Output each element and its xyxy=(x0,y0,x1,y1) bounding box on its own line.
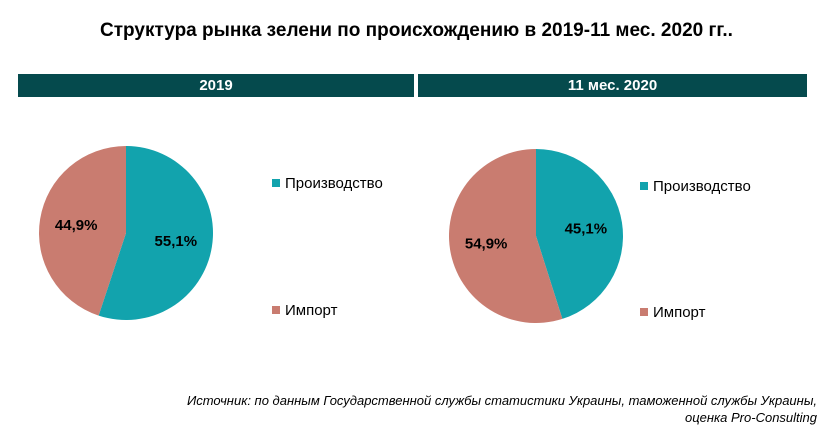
legend-label-production: Производство xyxy=(653,178,751,195)
legend-item-import-2019: Импорт xyxy=(272,302,337,319)
legend-label-production: Производство xyxy=(285,175,383,192)
pie-slice-import xyxy=(449,149,563,323)
data-label-production: 45,1% xyxy=(565,220,608,237)
legend-swatch-import xyxy=(640,308,648,317)
pie-chart-2019: 55,1% 44,9% xyxy=(39,146,214,320)
legend-label-import: Импорт xyxy=(653,304,706,321)
data-label-production: 55,1% xyxy=(155,233,198,250)
pie-slice-production xyxy=(536,149,623,319)
pie-slice-production xyxy=(98,146,214,320)
legend-item-production-2020: Производство xyxy=(640,178,751,195)
legend-swatch-import xyxy=(272,306,280,315)
legend-swatch-production xyxy=(272,179,280,188)
data-label-import: 44,9% xyxy=(55,217,98,234)
pie-chart-2020: 45,1% 54,9% xyxy=(449,149,623,323)
chart-title: Структура рынка зелени по происхождению … xyxy=(100,20,733,41)
legend-swatch-production xyxy=(640,182,648,191)
panel-header-2019: 2019 xyxy=(18,74,414,97)
legend-item-production-2019: Производство xyxy=(272,175,383,192)
panel-header-2020: 11 мес. 2020 xyxy=(418,74,807,97)
legend-item-import-2020: Импорт xyxy=(640,304,705,321)
source-line-1: Источник: по данным Государственной служ… xyxy=(186,393,817,408)
source-note: Источник: по данным Государственной служ… xyxy=(187,392,817,426)
legend-label-import: Импорт xyxy=(285,302,338,319)
source-line-2: оценка Pro-Consulting xyxy=(684,410,817,425)
data-label-import: 54,9% xyxy=(465,236,508,253)
pie-slice-import xyxy=(39,146,126,316)
